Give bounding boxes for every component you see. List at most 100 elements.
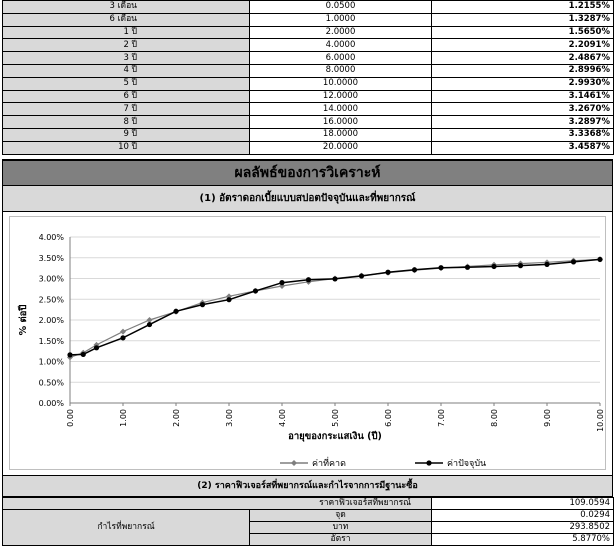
spot-rate-chart[interactable]: 0.00% 0.50% 1.00% 1.50% 2.00% 2.50% 3.00% 3.50%… bbox=[10, 217, 607, 471]
data-point-1 bbox=[438, 265, 444, 271]
rate-table-row: 3 ปี 6.0000 2.4867% bbox=[2, 51, 614, 65]
chart-section-title: (1) อัตราดอกเบี้ยแบบสปอตปัจจุบันและที่พย… bbox=[2, 186, 613, 212]
data-point-1 bbox=[332, 276, 338, 282]
y-tick-label: 4.00% bbox=[39, 233, 65, 242]
rate-cell: 1.3287% bbox=[431, 12, 614, 27]
data-point-1 bbox=[279, 280, 285, 286]
y-tick-label: 3.00% bbox=[39, 275, 65, 284]
data-point-1 bbox=[544, 261, 550, 267]
profit-row-points: กำไรที่พยากรณ์ จุด 0.0294 bbox=[2, 509, 615, 546]
x-tick-label: 4.00 bbox=[278, 409, 287, 427]
profit-value: 293.8502 bbox=[431, 521, 615, 534]
rate-table-row: 6 เดือน 1.0000 1.3287% bbox=[2, 12, 614, 27]
data-point-1 bbox=[385, 269, 391, 275]
year-cell: 6.0000 bbox=[249, 51, 432, 65]
data-point-1 bbox=[173, 308, 179, 314]
data-point-1 bbox=[80, 351, 86, 358]
rate-cell: 2.4867% bbox=[431, 51, 614, 65]
legend-marker-1 bbox=[426, 460, 432, 466]
result-table: ราคาฟิวเจอร์สที่พยากรณ์ 109.0594 กำไรที่… bbox=[1, 497, 615, 546]
data-point-1 bbox=[93, 345, 100, 351]
year-cell: 0.0500 bbox=[249, 0, 432, 14]
rate-table-row: 4 ปี 8.0000 2.8996% bbox=[2, 63, 614, 78]
x-tick-label: 10.00 bbox=[596, 409, 605, 432]
term-cell: 3 ปี bbox=[2, 51, 250, 65]
x-tick-label: 6.00 bbox=[384, 409, 393, 427]
y-tick-label: 0.00% bbox=[39, 399, 65, 408]
rate-cell: 3.2670% bbox=[431, 102, 614, 117]
futures-price-value: 109.0594 bbox=[431, 497, 615, 510]
data-point-1 bbox=[305, 277, 312, 283]
data-point-1 bbox=[411, 267, 418, 273]
data-point-1 bbox=[226, 297, 232, 303]
x-tick-label: 7.00 bbox=[437, 409, 446, 427]
series-line-0 bbox=[69, 258, 601, 358]
data-point-0 bbox=[120, 328, 126, 335]
y-tick-label: 0.50% bbox=[39, 378, 65, 387]
term-cell: 5 ปี bbox=[2, 76, 250, 91]
rate-cell: 1.5650% bbox=[431, 25, 614, 40]
rate-table-row: 5 ปี 10.0000 2.9930% bbox=[2, 76, 614, 91]
term-cell: 6 ปี bbox=[2, 89, 250, 104]
rate-cell: 3.1461% bbox=[431, 89, 614, 104]
data-point-1 bbox=[252, 288, 259, 294]
data-point-1 bbox=[199, 302, 206, 308]
data-point-1 bbox=[597, 256, 603, 263]
year-cell: 2.0000 bbox=[249, 25, 432, 40]
year-cell: 20.0000 bbox=[249, 140, 432, 155]
profit-unit: จุด bbox=[248, 509, 433, 522]
term-cell: 10 ปี bbox=[2, 140, 250, 155]
rate-table-row: 10 ปี 20.0000 3.4587% bbox=[2, 140, 614, 155]
rate-table-row: 8 ปี 16.0000 3.2897% bbox=[2, 115, 614, 129]
data-point-1 bbox=[464, 264, 471, 270]
year-cell: 8.0000 bbox=[249, 63, 432, 78]
rate-cell: 3.2897% bbox=[431, 115, 614, 129]
x-tick-label: 5.00 bbox=[331, 409, 340, 427]
legend-label: ค่าปัจจุบัน bbox=[447, 459, 486, 469]
y-axis-title: % ต่อปี bbox=[17, 305, 29, 336]
term-cell: 3 เดือน bbox=[2, 0, 250, 14]
data-point-1 bbox=[358, 273, 365, 279]
rate-cell: 1.2155% bbox=[431, 0, 614, 14]
rate-cell: 2.8996% bbox=[431, 63, 614, 78]
profit-unit: บาท bbox=[248, 521, 433, 534]
x-tick-label: 3.00 bbox=[225, 409, 234, 427]
section-header: ผลลัพธ์ของการวิเคราะห์ bbox=[2, 159, 613, 186]
data-point-1 bbox=[570, 259, 577, 265]
rate-cell: 2.9930% bbox=[431, 76, 614, 91]
rate-table-row: 7 ปี 14.0000 3.2670% bbox=[2, 102, 614, 117]
y-tick-label: 2.00% bbox=[39, 316, 65, 325]
x-axis-title: อายุของกระแสเงิน (ปี) bbox=[288, 430, 382, 442]
rate-cell: 2.2091% bbox=[431, 38, 614, 53]
rate-table-row: 1 ปี 2.0000 1.5650% bbox=[2, 25, 614, 40]
term-cell: 7 ปี bbox=[2, 102, 250, 117]
year-cell: 16.0000 bbox=[249, 115, 432, 129]
rate-table-row: 3 เดือน 0.0500 1.2155% bbox=[2, 0, 614, 14]
y-tick-label: 1.00% bbox=[39, 358, 65, 367]
chart-area[interactable]: 0.00% 0.50% 1.00% 1.50% 2.00% 2.50% 3.00% 3.50%… bbox=[9, 216, 606, 470]
data-point-0 bbox=[146, 317, 153, 323]
y-tick-label: 2.50% bbox=[39, 295, 65, 304]
data-point-1 bbox=[120, 335, 126, 341]
rate-table-row: 6 ปี 12.0000 3.1461% bbox=[2, 89, 614, 104]
term-cell: 8 ปี bbox=[2, 115, 250, 129]
profit-label: กำไรที่พยากรณ์ bbox=[2, 509, 250, 546]
term-cell: 4 ปี bbox=[2, 63, 250, 78]
year-cell: 1.0000 bbox=[249, 12, 432, 27]
data-point-1 bbox=[491, 263, 497, 270]
scenario-section-title: (2) ราคาฟิวเจอร์สที่พยากรณ์และกำไรจากการ… bbox=[2, 476, 613, 497]
term-cell: 1 ปี bbox=[2, 25, 250, 40]
profit-value: 5.8770% bbox=[431, 533, 615, 546]
term-cell: 9 ปี bbox=[2, 127, 250, 142]
legend-marker-0 bbox=[291, 460, 297, 466]
term-cell: 6 เดือน bbox=[2, 12, 250, 27]
data-point-1 bbox=[67, 352, 73, 358]
year-cell: 18.0000 bbox=[249, 127, 432, 142]
profit-value: 0.0294 bbox=[431, 509, 615, 522]
profit-unit: อัตรา bbox=[248, 533, 433, 546]
data-point-1 bbox=[517, 263, 524, 269]
x-tick-label: 9.00 bbox=[543, 409, 552, 427]
chart-panel: 0.00% 0.50% 1.00% 1.50% 2.00% 2.50% 3.00% 3.50%… bbox=[2, 212, 613, 476]
term-cell: 2 ปี bbox=[2, 38, 250, 53]
x-tick-label: 2.00 bbox=[172, 409, 181, 427]
